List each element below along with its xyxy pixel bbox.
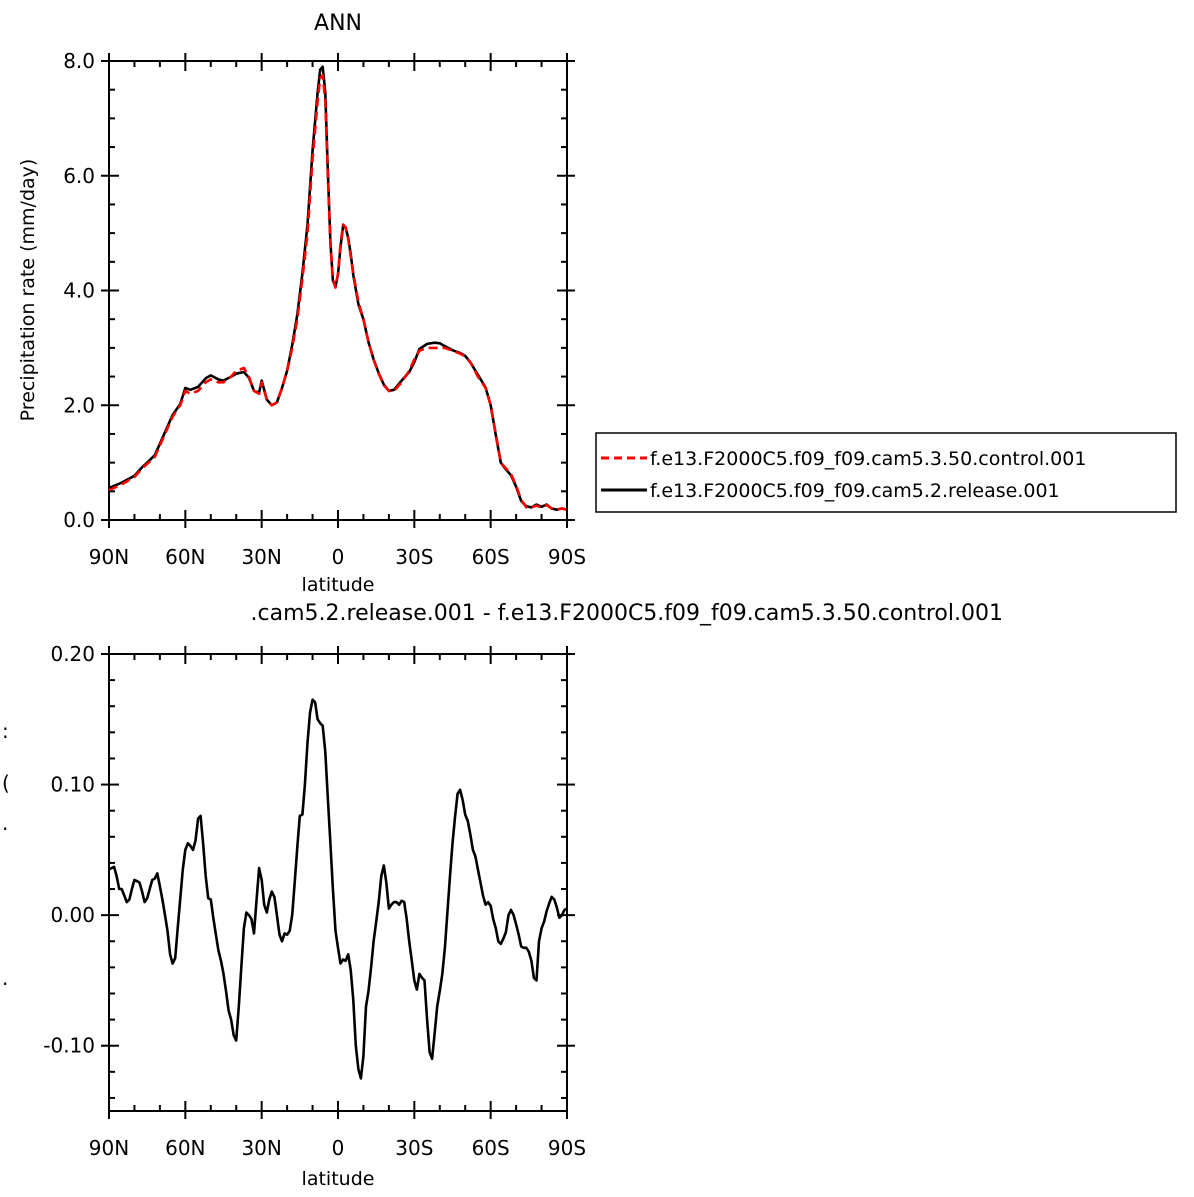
bottom-plot-frame	[108, 653, 568, 1112]
bottom-x-tick-label: 60S	[472, 1136, 510, 1160]
top-y-tick-label: 8.0	[63, 49, 95, 73]
clipped-glyph: .	[2, 966, 8, 990]
top-x-tick-label: 60S	[472, 545, 510, 569]
top-series-line-0	[108, 74, 568, 512]
bottom-x-tick-label: 90N	[89, 1136, 129, 1160]
clipped-glyph: (	[2, 771, 10, 795]
bottom-axis-ticks: 90N 60N 30N 0 30S 60S 90S -0.10 0.00 0.10 0.20	[43, 642, 586, 1160]
bottom-chart-title: .cam5.2.release.001 - f.e13.F2000C5.f09_…	[251, 601, 1003, 626]
clipped-glyph: .	[2, 811, 8, 835]
bottom-x-axis-label: latitude	[302, 1168, 375, 1190]
top-x-tick-label: 60N	[165, 545, 205, 569]
bottom-x-tick-label: 30S	[395, 1136, 433, 1160]
top-x-tick-label: 30S	[395, 545, 433, 569]
top-x-axis-label: latitude	[302, 574, 375, 596]
clipped-glyph: :	[2, 719, 9, 743]
top-y-tick-label: 0.0	[63, 508, 95, 532]
top-y-tick-label: 4.0	[63, 279, 95, 303]
legend-label-release: f.e13.F2000C5.f09_f09.cam5.2.release.001	[650, 480, 1060, 502]
top-axis-ticks: 90N 60N 30N 0 30S 60S 90S 0.0 2.0 4.0 6.0 8.0	[63, 49, 586, 569]
top-y-tick-label: 6.0	[63, 164, 95, 188]
top-x-tick-label: 0	[332, 545, 345, 569]
clipped-y-label-fragments: : ( . .	[2, 719, 10, 990]
bottom-y-tick-label: 0.10	[50, 773, 95, 797]
top-x-tick-label: 90N	[89, 545, 129, 569]
top-y-axis-label: Precipitation rate (mm/day)	[17, 159, 39, 422]
chart-legend: f.e13.F2000C5.f09_f09.cam5.3.50.control.…	[595, 432, 1177, 513]
bottom-y-tick-label: 0.20	[50, 642, 95, 666]
bottom-x-tick-label: 30N	[241, 1136, 281, 1160]
bottom-x-tick-label: 90S	[548, 1136, 586, 1160]
top-x-tick-label: 90S	[548, 545, 586, 569]
legend-label-control: f.e13.F2000C5.f09_f09.cam5.3.50.control.…	[650, 448, 1086, 470]
top-chart-title: ANN	[314, 11, 362, 36]
top-y-tick-label: 2.0	[63, 393, 95, 417]
top-x-tick-label: 30N	[241, 545, 281, 569]
bottom-y-tick-label: 0.00	[50, 903, 95, 927]
bottom-x-tick-label: 0	[332, 1136, 345, 1160]
bottom-series-lines	[108, 698, 568, 1080]
difference-panel: .cam5.2.release.001 - f.e13.F2000C5.f09_…	[2, 601, 1003, 1190]
top-series-lines	[108, 65, 568, 512]
zonal-mean-panel: ANN 90N 60N 30N 0 30S 60S 90S 0.0 2.0 4.0 6.0 8.0 l…	[17, 11, 586, 596]
bottom-y-tick-label: -0.10	[43, 1034, 95, 1058]
legend-box	[595, 432, 1177, 513]
bottom-x-tick-label: 60N	[165, 1136, 205, 1160]
bottom-series-line-0	[108, 698, 568, 1080]
